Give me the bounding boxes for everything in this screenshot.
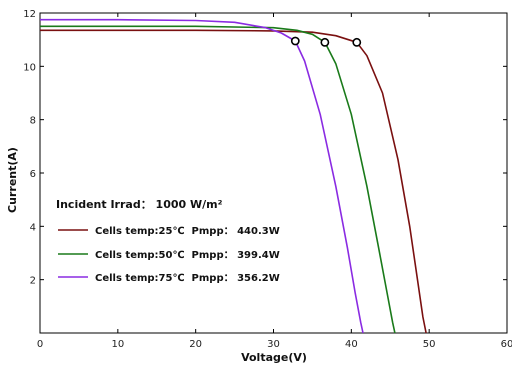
x-axis-title: Voltage(V) — [241, 351, 307, 364]
x-tick-label: 20 — [189, 339, 202, 350]
mpp-markers — [290, 36, 362, 47]
x-tick-label: 60 — [501, 339, 512, 350]
legend: Incident Irrad： 1000 W/m² Cells temp:25℃… — [56, 198, 280, 284]
legend-title: Incident Irrad： 1000 W/m² — [56, 198, 223, 211]
mpp-marker — [290, 36, 300, 46]
y-tick-label: 2 — [30, 276, 36, 287]
y-tick-label: 12 — [23, 9, 36, 20]
mpp-marker — [352, 37, 362, 47]
y-axis-title: Current(A) — [6, 147, 19, 213]
y-tick-label: 4 — [30, 222, 36, 233]
series-line-50c — [40, 25, 396, 334]
series-line-25c — [40, 29, 427, 334]
y-tick-label: 6 — [30, 169, 36, 180]
legend-label-25c: Cells temp:25℃ Pmpp： 440.3W — [95, 226, 280, 237]
legend-label-75c: Cells temp:75℃ Pmpp： 356.2W — [95, 273, 280, 284]
x-tick-label: 40 — [345, 339, 358, 350]
plot-frame — [39, 12, 508, 334]
series-line-75c — [40, 18, 364, 334]
legend-label-50c: Cells temp:50℃ Pmpp： 399.4W — [95, 250, 280, 261]
x-tick-label: 50 — [423, 339, 436, 350]
x-tick-label: 30 — [267, 339, 280, 350]
mpp-marker — [320, 37, 330, 47]
x-tick-label: 10 — [111, 339, 124, 350]
x-tick-label: 0 — [37, 339, 43, 350]
y-tick-label: 8 — [30, 116, 36, 127]
series-group — [40, 18, 427, 334]
y-tick-label: 10 — [23, 62, 36, 73]
axis-ticks: 0 10 20 30 40 50 60 2 4 6 8 10 12 — [23, 9, 512, 350]
